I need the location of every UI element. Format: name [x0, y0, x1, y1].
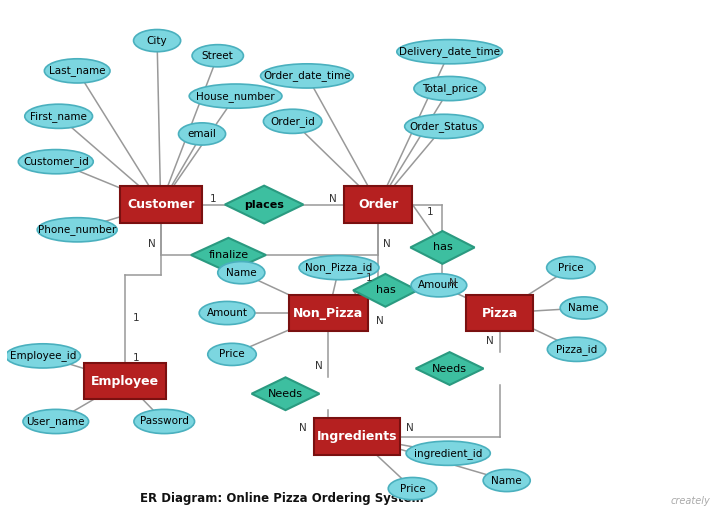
Text: Name: Name [569, 303, 599, 313]
Text: Name: Name [226, 268, 256, 278]
Ellipse shape [261, 64, 353, 88]
Text: Ingredients: Ingredients [317, 430, 397, 443]
Text: Pizza_id: Pizza_id [556, 344, 597, 355]
Ellipse shape [264, 109, 322, 133]
FancyBboxPatch shape [84, 363, 166, 399]
Text: Password: Password [140, 416, 189, 426]
Text: Needs: Needs [268, 389, 303, 399]
Text: ER Diagram: Online Pizza Ordering System: ER Diagram: Online Pizza Ordering System [141, 492, 424, 505]
Polygon shape [225, 186, 304, 224]
Text: 1: 1 [365, 273, 372, 282]
Ellipse shape [6, 344, 80, 368]
Text: Price: Price [558, 263, 584, 272]
Text: Order_Status: Order_Status [410, 121, 478, 132]
Text: has: has [432, 243, 452, 252]
Text: Employee_id: Employee_id [9, 350, 76, 362]
Text: N: N [299, 423, 307, 433]
Ellipse shape [414, 76, 486, 101]
Text: Employee: Employee [91, 375, 159, 388]
Text: House_number: House_number [197, 91, 275, 101]
Ellipse shape [44, 59, 110, 83]
Text: Customer: Customer [127, 198, 194, 211]
Text: User_name: User_name [26, 416, 85, 427]
Polygon shape [252, 378, 320, 410]
Ellipse shape [178, 123, 226, 145]
Ellipse shape [411, 273, 467, 297]
Text: 1: 1 [427, 207, 433, 217]
Ellipse shape [189, 84, 282, 108]
Text: Order_date_time: Order_date_time [264, 71, 351, 81]
Text: Phone_number: Phone_number [38, 224, 116, 235]
Text: finalize: finalize [208, 250, 248, 260]
Text: email: email [188, 129, 216, 139]
Ellipse shape [133, 30, 181, 52]
FancyBboxPatch shape [314, 418, 400, 455]
Text: N: N [486, 336, 494, 346]
FancyBboxPatch shape [344, 186, 412, 222]
Ellipse shape [388, 477, 437, 500]
FancyBboxPatch shape [289, 295, 368, 331]
Ellipse shape [547, 337, 606, 362]
Text: N: N [149, 239, 156, 249]
Text: Price: Price [219, 349, 245, 359]
Text: Name: Name [491, 475, 522, 485]
Text: 1: 1 [132, 354, 139, 363]
Text: Needs: Needs [432, 364, 467, 373]
Text: Order_id: Order_id [270, 116, 315, 127]
Text: creately: creately [670, 495, 710, 506]
Text: Pizza: Pizza [481, 306, 518, 320]
Polygon shape [353, 274, 418, 307]
Text: Delivery_date_time: Delivery_date_time [399, 46, 500, 57]
Text: Street: Street [202, 51, 234, 61]
Text: has: has [376, 285, 395, 295]
Polygon shape [411, 231, 475, 264]
Text: Customer_id: Customer_id [23, 156, 89, 167]
Ellipse shape [37, 218, 117, 242]
Polygon shape [416, 352, 483, 385]
Text: N: N [406, 423, 414, 433]
FancyBboxPatch shape [119, 186, 202, 222]
Ellipse shape [25, 104, 92, 129]
Text: N: N [330, 193, 337, 203]
Ellipse shape [299, 255, 379, 280]
Text: places: places [244, 200, 284, 210]
Text: Amount: Amount [207, 308, 248, 318]
Text: Non_Pizza: Non_Pizza [293, 306, 363, 320]
Text: First_name: First_name [30, 111, 87, 122]
Text: Price: Price [400, 484, 425, 494]
Text: Total_price: Total_price [422, 83, 478, 94]
Ellipse shape [405, 114, 483, 139]
Ellipse shape [192, 45, 243, 67]
Ellipse shape [134, 409, 194, 434]
Text: N: N [376, 315, 384, 326]
Ellipse shape [218, 262, 265, 284]
Text: Last_name: Last_name [49, 65, 106, 76]
Ellipse shape [18, 150, 93, 174]
Text: ingredient_id: ingredient_id [414, 448, 483, 459]
Polygon shape [191, 238, 266, 272]
Text: Amount: Amount [419, 280, 459, 290]
Text: N: N [383, 239, 391, 249]
Ellipse shape [483, 469, 530, 492]
Ellipse shape [406, 441, 490, 465]
Ellipse shape [561, 297, 607, 319]
Text: Order: Order [358, 198, 398, 211]
Ellipse shape [207, 344, 256, 365]
Text: N: N [449, 278, 457, 288]
Text: City: City [147, 36, 167, 46]
Text: Non_Pizza_id: Non_Pizza_id [306, 262, 373, 273]
FancyBboxPatch shape [466, 295, 534, 331]
Ellipse shape [199, 302, 255, 324]
Text: 1: 1 [132, 313, 139, 323]
Text: 1: 1 [210, 193, 216, 203]
Text: N: N [315, 361, 323, 371]
Ellipse shape [547, 256, 596, 279]
Ellipse shape [397, 40, 502, 64]
Ellipse shape [23, 409, 89, 434]
